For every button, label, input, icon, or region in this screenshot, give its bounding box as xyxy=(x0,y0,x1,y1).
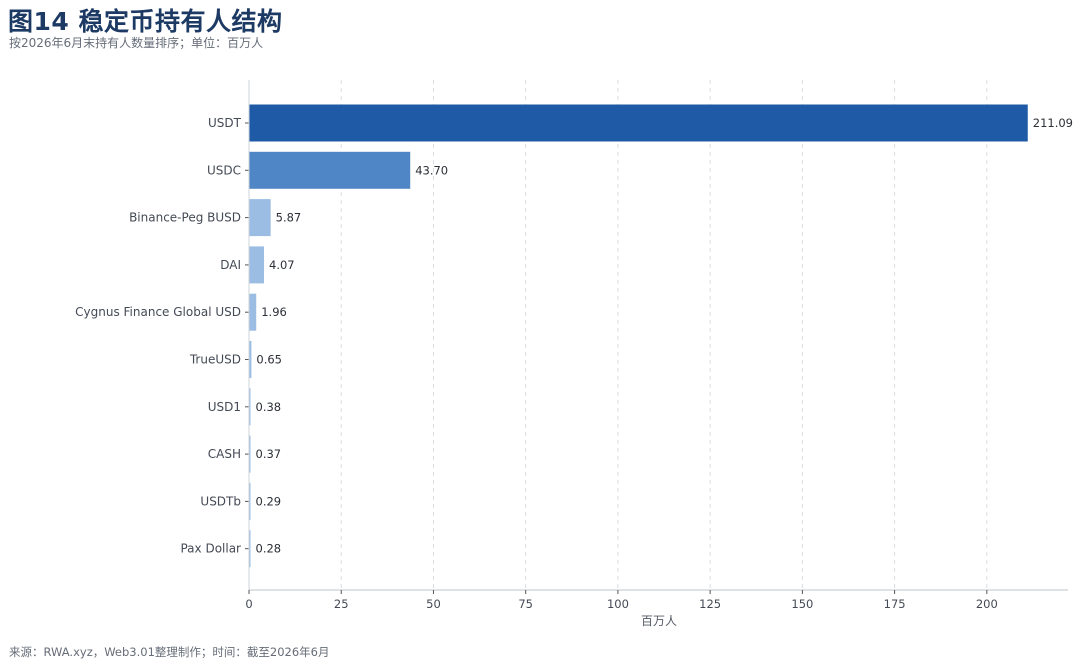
value-label: 1.96 xyxy=(261,305,287,319)
value-label: 0.29 xyxy=(256,494,282,508)
x-tick-label: 25 xyxy=(334,597,349,611)
bars xyxy=(249,104,1028,568)
x-tick-label: 175 xyxy=(884,597,906,611)
x-tick-label: 100 xyxy=(607,597,629,611)
chart-title: 图14 稳定币持有人结构 xyxy=(8,7,283,36)
value-label: 211.09 xyxy=(1033,116,1073,130)
category-label: Pax Dollar xyxy=(180,542,241,556)
x-axis-title: 百万人 xyxy=(641,614,677,628)
grid-lines xyxy=(340,80,988,590)
category-label: CASH xyxy=(208,447,241,461)
category-label: USDTb xyxy=(200,494,241,508)
value-label: 0.65 xyxy=(256,353,282,367)
value-label: 4.07 xyxy=(269,258,295,272)
bar xyxy=(249,151,411,189)
category-label: TrueUSD xyxy=(189,353,241,367)
category-labels: USDT USDC Binance-Peg BUSD DAI Cygnus Financ… xyxy=(75,116,249,556)
source-note: 来源：RWA.xyz，Web3.01整理制作；时间：截至2026年6月 xyxy=(9,645,330,659)
chart-subtitle: 按2026年6月末持有人数量排序；单位：百万人 xyxy=(9,36,264,50)
bar xyxy=(249,199,271,237)
x-tick-label: 0 xyxy=(245,597,252,611)
x-tick-label: 150 xyxy=(791,597,813,611)
category-label: Binance-Peg BUSD xyxy=(129,211,241,225)
bar xyxy=(249,435,251,473)
category-label: USDC xyxy=(207,163,241,177)
value-label: 0.38 xyxy=(256,400,282,414)
bar xyxy=(249,388,251,426)
x-tick-label: 125 xyxy=(699,597,721,611)
bar xyxy=(249,482,251,520)
value-label: 0.37 xyxy=(256,447,282,461)
value-labels: 211.09 43.70 5.87 4.07 1.96 0.65 0.38 0.37 0.29 0… xyxy=(256,116,1074,556)
category-label: USDT xyxy=(208,116,242,130)
category-label: DAI xyxy=(220,258,241,272)
bar xyxy=(249,530,251,568)
bar xyxy=(249,341,252,378)
x-axis: 0 25 50 75 100 125 150 175 200 xyxy=(245,80,1068,611)
bar xyxy=(249,293,257,331)
bar xyxy=(249,104,1028,142)
value-label: 43.70 xyxy=(415,163,448,177)
x-tick-label: 50 xyxy=(426,597,441,611)
value-label: 5.87 xyxy=(276,211,302,225)
category-label: Cygnus Finance Global USD xyxy=(75,305,241,319)
bar-chart: USDT USDC Binance-Peg BUSD DAI Cygnus Financ… xyxy=(75,80,1074,628)
x-tick-label: 200 xyxy=(976,597,998,611)
x-tick-label: 75 xyxy=(518,597,533,611)
bar xyxy=(249,246,265,284)
category-label: USD1 xyxy=(208,400,241,414)
value-label: 0.28 xyxy=(256,542,282,556)
